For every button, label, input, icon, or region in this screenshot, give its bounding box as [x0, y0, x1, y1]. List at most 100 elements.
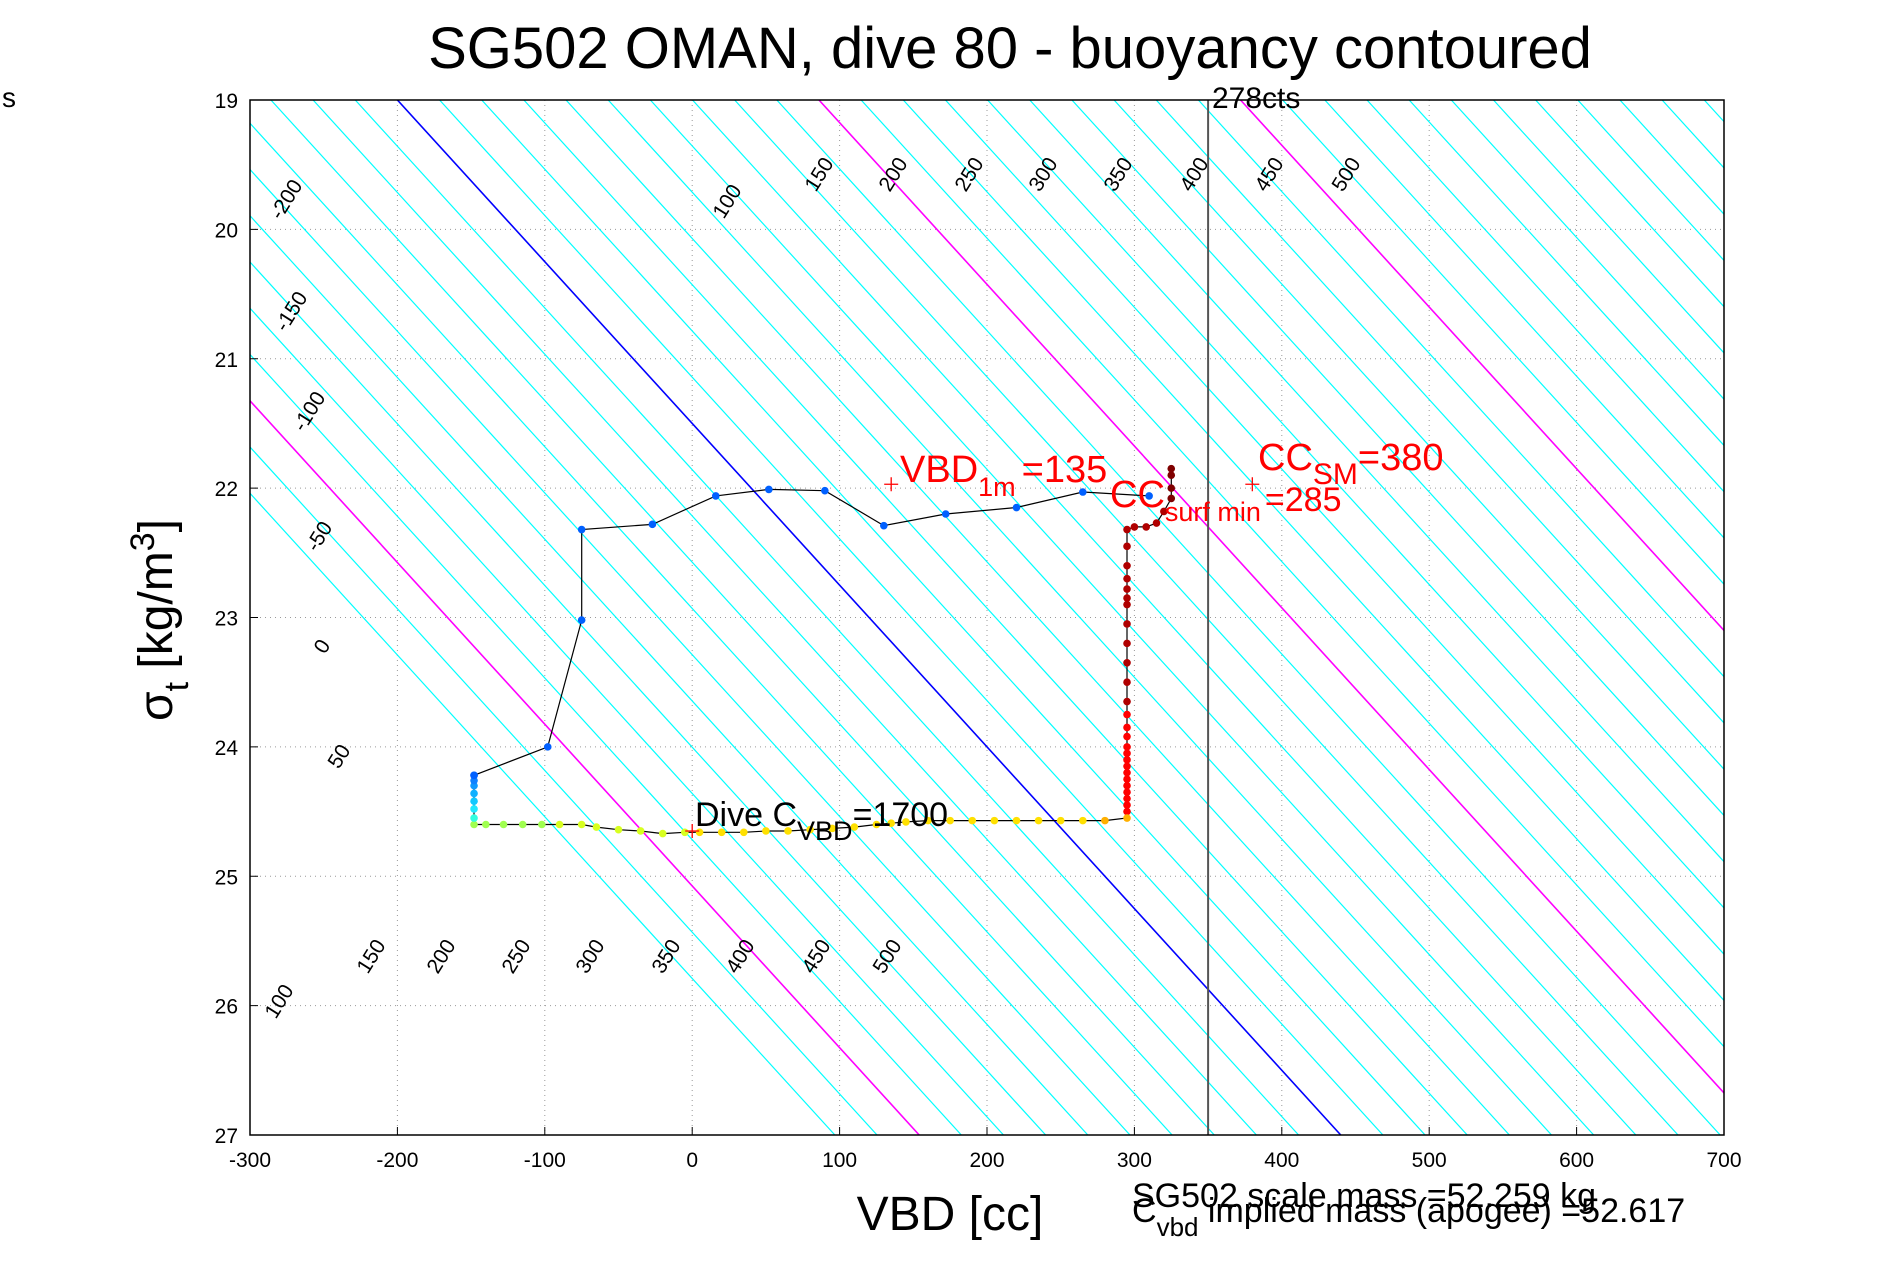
contour-line — [1873, 100, 1891, 1135]
descent-point — [1079, 816, 1087, 825]
descent-point — [1167, 464, 1176, 473]
contour-line — [987, 100, 1724, 909]
descent-point — [1167, 484, 1176, 492]
y-tick-label: 23 — [215, 608, 238, 631]
contour-line — [250, 353, 962, 1135]
descent-point — [482, 820, 490, 829]
descent-point — [1123, 801, 1131, 809]
annotation-dive-c: Dive CVBD=1700 — [695, 796, 948, 846]
descent-point — [1123, 723, 1131, 732]
contour-line — [1493, 100, 1724, 354]
descent-point — [681, 828, 689, 837]
descent-point — [1123, 781, 1131, 790]
descent-point — [1123, 697, 1131, 706]
descent-point — [1160, 507, 1168, 516]
ascent-point — [941, 510, 950, 518]
descent-point — [1123, 743, 1131, 751]
descent-point — [1101, 816, 1109, 825]
descent-point — [762, 827, 770, 835]
descent-point — [1123, 594, 1131, 602]
contour-line — [1155, 100, 1724, 724]
x-tick-label: 400 — [1264, 1149, 1299, 1172]
buoyancy-contours — [250, 100, 1891, 1135]
contour-line — [1408, 100, 1724, 447]
y-tick-label: 26 — [215, 996, 238, 1019]
descent-point — [538, 820, 546, 829]
contour-line — [250, 122, 1173, 1135]
contour-line — [860, 100, 1724, 1048]
vbd1m-main: VBD — [900, 449, 978, 491]
contour-line — [818, 100, 1724, 1095]
ascent-point — [1079, 488, 1087, 496]
descent-point — [968, 816, 977, 825]
vbd1m-value: =135 — [1022, 449, 1108, 491]
contour-line — [481, 100, 1426, 1135]
descent-point — [1123, 756, 1131, 764]
contour-line — [1113, 100, 1724, 771]
y-label-sub: t — [158, 681, 196, 691]
y-label-sup: 3 — [124, 532, 162, 551]
corner-text: s — [2, 82, 16, 113]
x-tick-label: -100 — [524, 1149, 566, 1172]
contour-line — [649, 100, 1595, 1135]
descent-point — [784, 827, 792, 835]
contour-line — [270, 100, 1215, 1135]
contour-line — [354, 100, 1300, 1135]
y-tick-label: 24 — [215, 737, 239, 760]
x-tick-label: 600 — [1559, 1149, 1594, 1172]
contour-line — [250, 168, 1131, 1135]
contour-line — [734, 100, 1679, 1135]
annotation-cc-sm: CCSM=380 — [1258, 437, 1443, 491]
footer-implied-rest: implied mass (apogee) =52.617 — [1198, 1192, 1685, 1230]
descent-point — [1123, 768, 1131, 777]
x-tick-label: -300 — [229, 1149, 271, 1172]
dive-c-main: Dive C — [695, 796, 797, 834]
descent-point — [1123, 710, 1131, 719]
contour-line — [776, 100, 1721, 1135]
y-tick-label: 27 — [215, 1125, 238, 1148]
svg-text:Dive CVBD=1700: Dive CVBD=1700 — [695, 796, 948, 846]
descent-point — [1123, 775, 1131, 784]
descent-point — [1167, 471, 1176, 479]
descent-point — [1142, 523, 1150, 531]
bottom-point — [470, 789, 478, 798]
ascent-point — [821, 486, 829, 495]
contour-line — [250, 399, 920, 1135]
descent-point — [1123, 658, 1131, 667]
ascent-point — [711, 492, 720, 500]
descent-point — [828, 824, 837, 833]
bottom-point — [470, 805, 478, 813]
descent-point — [902, 818, 910, 826]
y-tick-label: 25 — [215, 866, 238, 889]
descent-point — [636, 827, 645, 835]
x-axis-ticks: -300 -200 -100 0 100 200 300 400 500 600 700 — [229, 1127, 1742, 1172]
ascent-point — [880, 521, 888, 530]
ascent-point — [1012, 503, 1021, 512]
y-label-unit: [kg/m — [130, 551, 183, 682]
contour-line — [312, 100, 1257, 1135]
contour-line — [250, 492, 836, 1135]
descent-point — [1123, 732, 1131, 741]
cc-sm-sub: SM — [1313, 458, 1358, 491]
top-label: 278cts — [1212, 82, 1300, 115]
descent-point — [470, 820, 478, 829]
x-tick-label: 100 — [822, 1149, 857, 1172]
contour-line — [523, 100, 1468, 1135]
descent-point — [946, 816, 954, 825]
contour-line — [1746, 100, 1891, 1135]
x-tick-label: 0 — [686, 1149, 698, 1172]
annotation-vbd1m: VBD1m =135 — [900, 449, 1107, 502]
descent-point — [614, 825, 623, 834]
descent-point — [990, 816, 999, 825]
descent-point — [1123, 807, 1131, 816]
x-tick-label: 300 — [1117, 1149, 1152, 1172]
descent-point — [850, 823, 859, 831]
contour-line — [692, 100, 1637, 1135]
contour-line — [1535, 100, 1724, 308]
contour-line — [1366, 100, 1724, 493]
ascent-point — [543, 743, 552, 751]
cc-sm-main: CC — [1258, 437, 1313, 479]
descent-point — [887, 819, 895, 828]
